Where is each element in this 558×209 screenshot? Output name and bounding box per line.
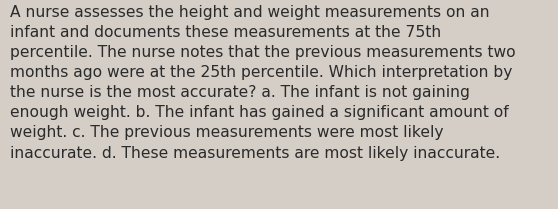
Text: A nurse assesses the height and weight measurements on an
infant and documents t: A nurse assesses the height and weight m… — [10, 5, 516, 161]
